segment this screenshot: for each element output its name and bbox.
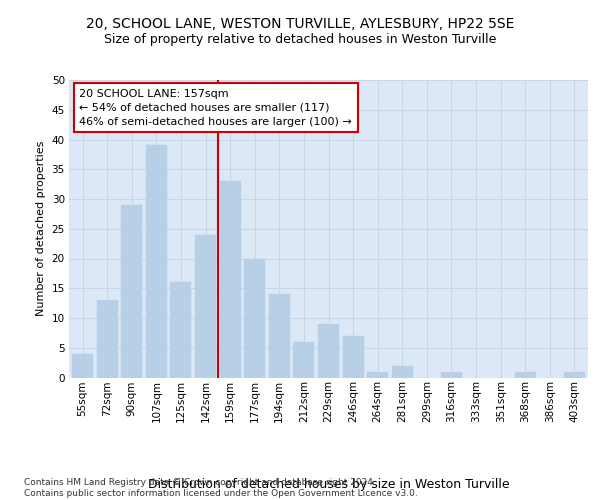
Text: 20 SCHOOL LANE: 157sqm
← 54% of detached houses are smaller (117)
46% of semi-de: 20 SCHOOL LANE: 157sqm ← 54% of detached… bbox=[79, 89, 352, 127]
Bar bbox=[367, 372, 388, 378]
Bar bbox=[121, 205, 142, 378]
Bar bbox=[318, 324, 339, 378]
Text: Contains HM Land Registry data © Crown copyright and database right 2024.
Contai: Contains HM Land Registry data © Crown c… bbox=[24, 478, 418, 498]
Bar bbox=[293, 342, 314, 378]
Bar bbox=[220, 181, 241, 378]
Bar bbox=[195, 234, 216, 378]
Y-axis label: Number of detached properties: Number of detached properties bbox=[36, 141, 46, 316]
Text: Size of property relative to detached houses in Weston Turville: Size of property relative to detached ho… bbox=[104, 32, 496, 46]
Bar bbox=[343, 336, 364, 378]
Bar bbox=[97, 300, 118, 378]
Bar bbox=[269, 294, 290, 378]
Bar bbox=[72, 354, 93, 378]
Bar bbox=[170, 282, 191, 378]
Bar bbox=[146, 146, 167, 378]
X-axis label: Distribution of detached houses by size in Weston Turville: Distribution of detached houses by size … bbox=[148, 478, 509, 491]
Bar bbox=[441, 372, 462, 378]
Text: 20, SCHOOL LANE, WESTON TURVILLE, AYLESBURY, HP22 5SE: 20, SCHOOL LANE, WESTON TURVILLE, AYLESB… bbox=[86, 18, 514, 32]
Bar bbox=[564, 372, 585, 378]
Bar bbox=[244, 258, 265, 378]
Bar bbox=[392, 366, 413, 378]
Bar bbox=[515, 372, 536, 378]
